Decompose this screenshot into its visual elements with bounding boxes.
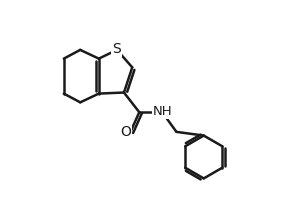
Text: S: S [112,42,121,56]
Text: NH: NH [153,105,173,118]
Text: O: O [120,125,131,139]
